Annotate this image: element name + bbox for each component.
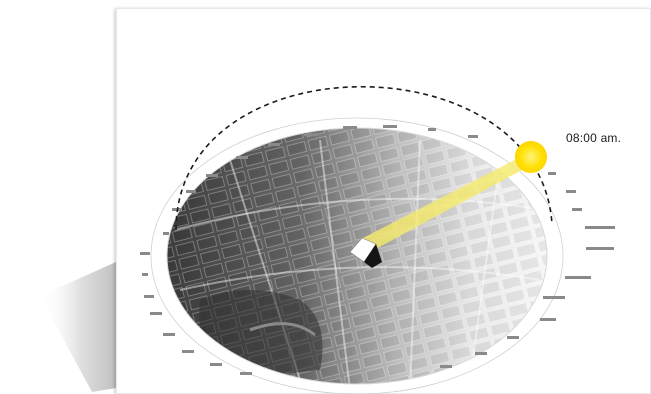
time-label: 08:00 am. (566, 131, 622, 145)
sun-icon (515, 141, 547, 173)
sun-path-arc (175, 85, 553, 231)
sun-ray (363, 152, 535, 252)
compass-outer-ring (150, 117, 564, 394)
observer-block-icon (349, 237, 382, 268)
